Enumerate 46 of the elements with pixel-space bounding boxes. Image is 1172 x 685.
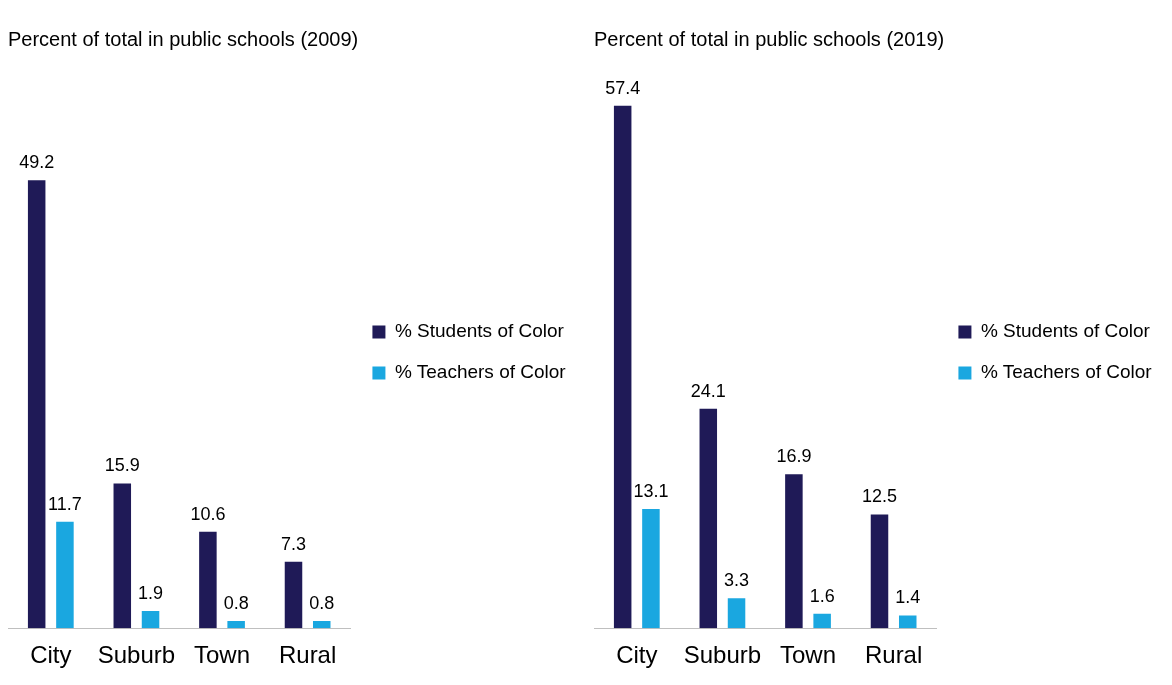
bar (813, 613, 831, 629)
bar (785, 474, 803, 629)
bar (312, 620, 331, 629)
data-label: 57.4 (605, 77, 641, 98)
data-label: 1.6 (809, 585, 835, 606)
x-tick-label: Suburb (97, 641, 176, 669)
bar (727, 598, 746, 629)
x-tick-label: Suburb (683, 641, 762, 669)
bar (870, 514, 889, 629)
legend-label: % Students of Color (394, 320, 565, 342)
data-label: 0.8 (223, 592, 249, 613)
data-label: 1.4 (895, 587, 921, 608)
legend-label: % Teachers of Color (980, 361, 1153, 383)
data-label: 0.8 (309, 592, 335, 613)
chart-title: Percent of total in public schools (2009) (8, 27, 359, 50)
data-label: 3.3 (724, 570, 750, 591)
bar (27, 180, 46, 629)
x-tick-label: Town (194, 641, 251, 669)
data-label: 10.6 (190, 503, 226, 524)
bar (113, 483, 132, 629)
bar (613, 105, 632, 629)
bar (699, 408, 718, 629)
x-tick-label: Rural (864, 641, 923, 669)
legend-label: % Teachers of Color (394, 361, 567, 383)
data-label: 16.9 (776, 446, 812, 467)
data-label: 12.5 (861, 486, 898, 507)
data-label: 7.3 (280, 533, 307, 554)
x-tick-label: Rural (278, 641, 337, 669)
data-label: 24.1 (690, 380, 726, 401)
chart-title: Percent of total in public schools (2019) (594, 27, 945, 50)
data-label: 49.2 (19, 152, 55, 173)
legend-label: % Students of Color (980, 320, 1151, 342)
x-tick-label: City (30, 641, 72, 669)
x-tick-label: Town (780, 641, 837, 669)
x-tick-label: City (616, 641, 658, 669)
data-label: 1.9 (138, 582, 164, 603)
data-label: 15.9 (104, 455, 140, 476)
bar (284, 561, 303, 629)
bar (642, 508, 660, 629)
bar (199, 531, 217, 629)
bar (141, 610, 160, 629)
data-label: 13.1 (633, 480, 669, 501)
bar (227, 620, 245, 629)
data-label: 11.7 (48, 493, 82, 514)
bar (898, 615, 917, 629)
bar (56, 521, 74, 629)
